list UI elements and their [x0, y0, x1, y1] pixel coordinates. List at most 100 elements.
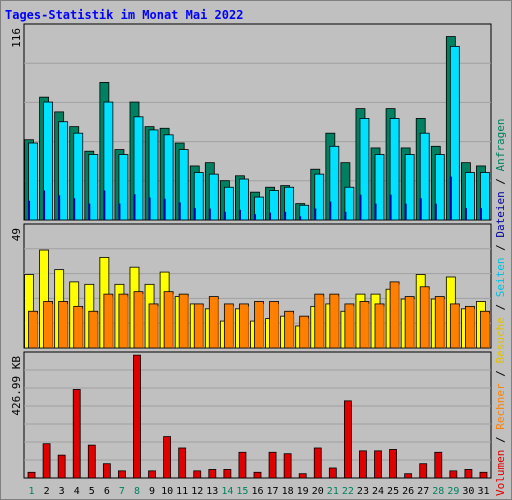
bar-besuche: [359, 301, 370, 349]
bar-volumen: [479, 471, 488, 479]
bar-dateien: [88, 154, 99, 221]
bar-besuche: [88, 310, 99, 349]
bar-besuche: [419, 286, 430, 349]
bar-besuche: [299, 315, 310, 349]
bar-dateien: [419, 132, 430, 221]
bar-volumen: [193, 470, 202, 479]
bar-besuche: [28, 310, 38, 349]
x-tick-label: 24: [372, 486, 384, 497]
legend-volumen: Volumen: [494, 450, 507, 496]
bar-volumen: [148, 470, 156, 479]
bar-besuche: [223, 303, 234, 349]
bar-besuche: [43, 301, 53, 349]
legend-separator: /: [494, 370, 507, 377]
bar-dateien: [299, 204, 310, 221]
bar-volumen: [374, 450, 382, 479]
x-tick-label: 31: [477, 486, 489, 497]
bar-dateien: [73, 132, 84, 221]
bar-dateien: [465, 172, 475, 221]
bar-volumen: [298, 473, 307, 479]
bar-besuche: [434, 296, 445, 349]
x-tick-label: 23: [357, 486, 369, 497]
bar-dateien-shade: [449, 176, 452, 220]
bar-dateien-shade: [269, 212, 272, 220]
bar-dateien-shade: [43, 190, 46, 220]
requests-ymax-label: 116: [10, 28, 23, 48]
x-tick-label: 8: [134, 486, 140, 497]
bar-dateien-shade: [118, 203, 121, 220]
bar-besuche: [389, 281, 400, 349]
x-tick-label: 26: [402, 486, 414, 497]
bar-dateien: [389, 118, 400, 221]
x-tick-label: 4: [74, 486, 80, 497]
bar-dateien-shade: [223, 211, 226, 220]
bar-dateien-shade: [88, 203, 91, 220]
bar-besuche: [374, 303, 385, 349]
bar-dateien: [103, 101, 114, 221]
bar-volumen: [57, 454, 66, 479]
bar-volumen: [208, 469, 217, 479]
bar-besuche: [193, 303, 204, 349]
x-tick-label: 11: [176, 486, 188, 497]
x-tick-label: 17: [267, 486, 279, 497]
bar-besuche: [344, 303, 355, 349]
x-tick-label: 10: [161, 486, 173, 497]
bar-volumen: [359, 450, 367, 479]
bar-besuche: [269, 301, 279, 349]
bar-dateien-shade: [464, 208, 467, 220]
bar-dateien-shade: [148, 197, 151, 220]
legend-separator: /: [494, 244, 507, 251]
bar-besuche: [178, 293, 189, 349]
bar-besuche: [133, 291, 144, 349]
legend-separator: /: [494, 436, 507, 443]
x-tick-label: 13: [206, 486, 218, 497]
bar-dateien: [28, 142, 38, 221]
bar-volumen: [313, 447, 322, 479]
bar-dateien: [208, 173, 219, 221]
bar-dateien: [404, 154, 415, 221]
bar-dateien-shade: [314, 208, 317, 220]
bar-dateien-shade: [329, 201, 332, 220]
x-tick-label: 3: [59, 486, 65, 497]
x-tick-label: 9: [149, 486, 155, 497]
x-tick-label: 12: [191, 486, 203, 497]
bar-volumen: [268, 451, 277, 479]
bar-dateien: [223, 186, 234, 221]
bar-volumen: [163, 436, 172, 479]
legend-besuche: Besuche: [494, 317, 507, 363]
bar-besuche: [329, 293, 340, 349]
bar-volumen: [223, 469, 232, 479]
x-tick-label: 25: [387, 486, 399, 497]
x-tick-label: 18: [282, 486, 294, 497]
bar-dateien: [58, 121, 69, 221]
x-tick-label: 30: [462, 486, 474, 497]
x-tick-label: 16: [251, 486, 263, 497]
x-tick-label: 27: [417, 486, 429, 497]
volume-ymax-label: 426.99 KB: [10, 356, 23, 416]
bar-volumen: [178, 447, 187, 479]
bar-besuche: [208, 296, 219, 349]
bar-dateien: [254, 196, 264, 221]
x-tick-label: 20: [312, 486, 324, 497]
bar-dateien-shade: [28, 200, 31, 220]
bar-dateien-shade: [434, 203, 437, 220]
bar-volumen: [343, 400, 352, 479]
bar-volumen: [133, 354, 141, 479]
x-tick-label: 28: [432, 486, 444, 497]
legend-rechner: Rechner: [494, 383, 507, 430]
bar-volumen: [419, 463, 428, 479]
bar-dateien-shade: [479, 208, 482, 220]
bar-besuche: [480, 310, 490, 349]
bar-dateien-shade: [374, 203, 377, 220]
bar-dateien: [148, 129, 159, 221]
bar-volumen: [283, 453, 292, 479]
x-tick-label: 14: [221, 486, 233, 497]
bar-dateien: [314, 173, 325, 221]
x-tick-label: 1: [29, 486, 35, 497]
bar-volumen: [253, 471, 262, 479]
bar-dateien-shade: [238, 209, 241, 220]
bar-besuche: [73, 305, 84, 349]
bar-dateien-shade: [254, 214, 256, 220]
